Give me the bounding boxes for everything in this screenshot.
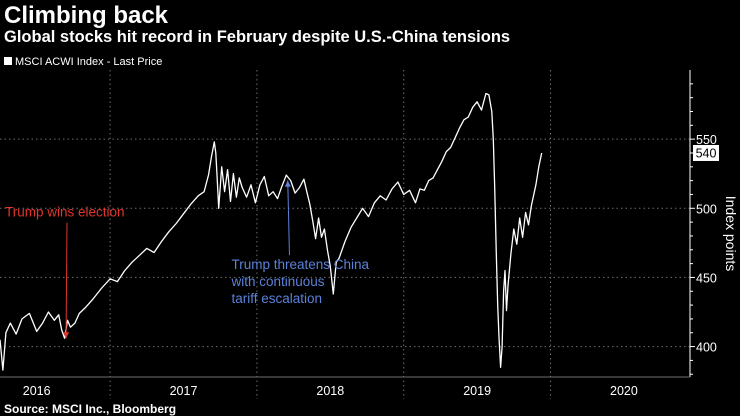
annotation-text-0: Trump wins election	[5, 205, 125, 220]
last-value-badge	[693, 144, 719, 161]
x-tick-label-2019: 2019	[463, 384, 491, 398]
y-tick-label-450: 450	[696, 271, 717, 285]
annotation-arrowhead-1	[284, 180, 291, 187]
y-tick-label-400: 400	[696, 341, 717, 355]
annotation-text-line: Trump wins election	[5, 205, 125, 220]
annotation-arrowhead-0	[63, 332, 70, 339]
annotation-text-line: tariff escalation	[231, 291, 322, 306]
series-layer	[0, 92, 543, 371]
annotation-text-1: Trump threatens China with continuous tari…	[230, 257, 369, 306]
x-tick-label-2017: 2017	[170, 384, 198, 398]
y-tick-label-550: 550	[696, 133, 717, 147]
x-tick-label-2020: 2020	[610, 384, 638, 398]
x-tick-label-2018: 2018	[316, 384, 344, 398]
chart-title: Climbing back	[4, 2, 169, 29]
source-note: Source: MSCI Inc., Bloomberg	[4, 402, 177, 416]
annotation-text-line: Trump threatens China	[231, 257, 369, 272]
annotation-layer: Trump wins election Trump threatens China…	[5, 180, 370, 339]
annotation-leader-1	[287, 180, 290, 256]
axis-layer: 400 450 500 550 2016 2017 2018 2019 2020 Index po…	[0, 70, 739, 398]
legend: MSCI ACWI Index - Last Price	[4, 56, 162, 68]
annotation-text-line: with continuous	[230, 274, 324, 289]
y-tick-label-500: 500	[696, 202, 717, 216]
x-tick-label-2016: 2016	[23, 384, 51, 398]
grid-layer	[0, 70, 690, 399]
annotation-leader-0	[65, 222, 68, 339]
legend-swatch	[4, 57, 12, 65]
legend-entry: MSCI ACWI Index - Last Price	[15, 56, 162, 68]
series-line-0	[0, 92, 543, 371]
chart-subtitle: Global stocks hit record in February des…	[4, 28, 511, 46]
y-axis-title: Index points	[723, 196, 739, 272]
last-value-label: 540	[696, 146, 717, 160]
